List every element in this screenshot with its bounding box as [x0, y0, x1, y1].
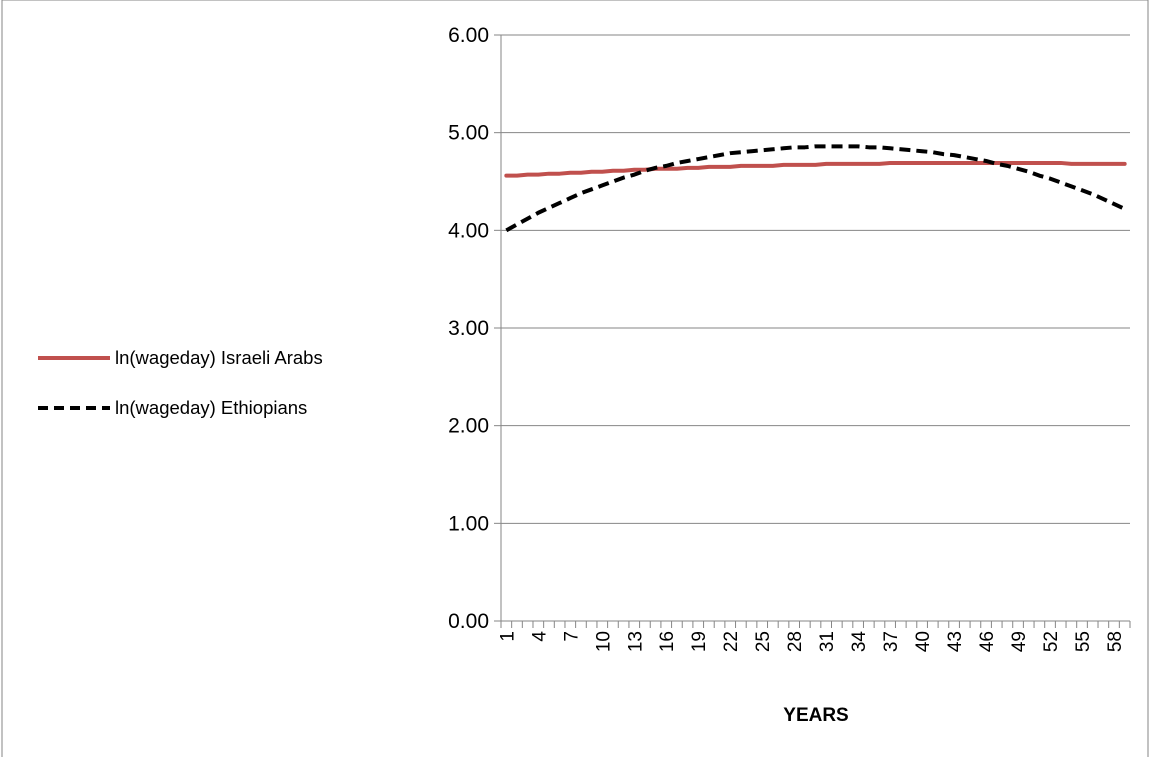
x-tick-label: 13	[625, 631, 646, 652]
series-line-israeli-arabs	[504, 160, 1127, 178]
axes	[494, 34, 1131, 628]
x-tick-label: 28	[785, 631, 806, 652]
x-tick-label: 22	[721, 631, 742, 652]
x-tick-label: 55	[1073, 631, 1094, 652]
y-tick-label: 1.00	[448, 512, 489, 535]
x-tick-label: 1	[497, 631, 518, 642]
legend-item-ethiopians: ln(wageday) Ethiopians	[38, 397, 307, 418]
x-tick-label: 49	[1009, 631, 1030, 652]
y-tick-label: 6.00	[448, 24, 489, 47]
legend-label-israeli-arabs: ln(wageday) Israeli Arabs	[115, 347, 323, 368]
x-tick-label: 7	[561, 631, 582, 642]
x-tick-label: 58	[1105, 631, 1126, 652]
y-tick-label: 0.00	[448, 610, 489, 633]
x-tick-label: 40	[913, 631, 934, 652]
series-lines	[504, 144, 1127, 233]
x-tick-label: 25	[753, 631, 774, 652]
y-tick-label: 2.00	[448, 415, 489, 438]
x-tick-label: 19	[689, 631, 710, 652]
y-tick-label: 5.00	[448, 122, 489, 145]
x-axis-tick-labels: 1 4 7 10 13 16 19 22 25 28 31 34 37 40 43 46 49 52 55 58	[497, 631, 1126, 653]
x-tick-label: 31	[817, 631, 838, 652]
x-tick-label: 52	[1041, 631, 1062, 652]
x-tick-label: 43	[945, 631, 966, 652]
y-tick-label: 4.00	[448, 219, 489, 242]
y-axis-tick-labels: 0.00 1.00 2.00 3.00 4.00 5.00 6.00	[448, 24, 489, 633]
x-tick-label: 16	[657, 631, 678, 652]
gridlines	[501, 34, 1130, 524]
x-tick-label: 34	[849, 631, 870, 653]
legend-item-israeli-arabs: ln(wageday) Israeli Arabs	[38, 347, 323, 368]
legend-label-ethiopians: ln(wageday) Ethiopians	[115, 397, 307, 418]
legend: ln(wageday) Israeli Arabs ln(wageday) Et…	[38, 347, 323, 418]
y-tick-label: 3.00	[448, 317, 489, 340]
x-tick-label: 46	[977, 631, 998, 652]
x-tick-label: 37	[881, 631, 902, 652]
x-tick-label: 4	[529, 631, 550, 642]
x-axis-label: YEARS	[783, 705, 848, 726]
series-line-ethiopians	[505, 144, 1126, 233]
x-tick-label: 10	[593, 631, 614, 652]
